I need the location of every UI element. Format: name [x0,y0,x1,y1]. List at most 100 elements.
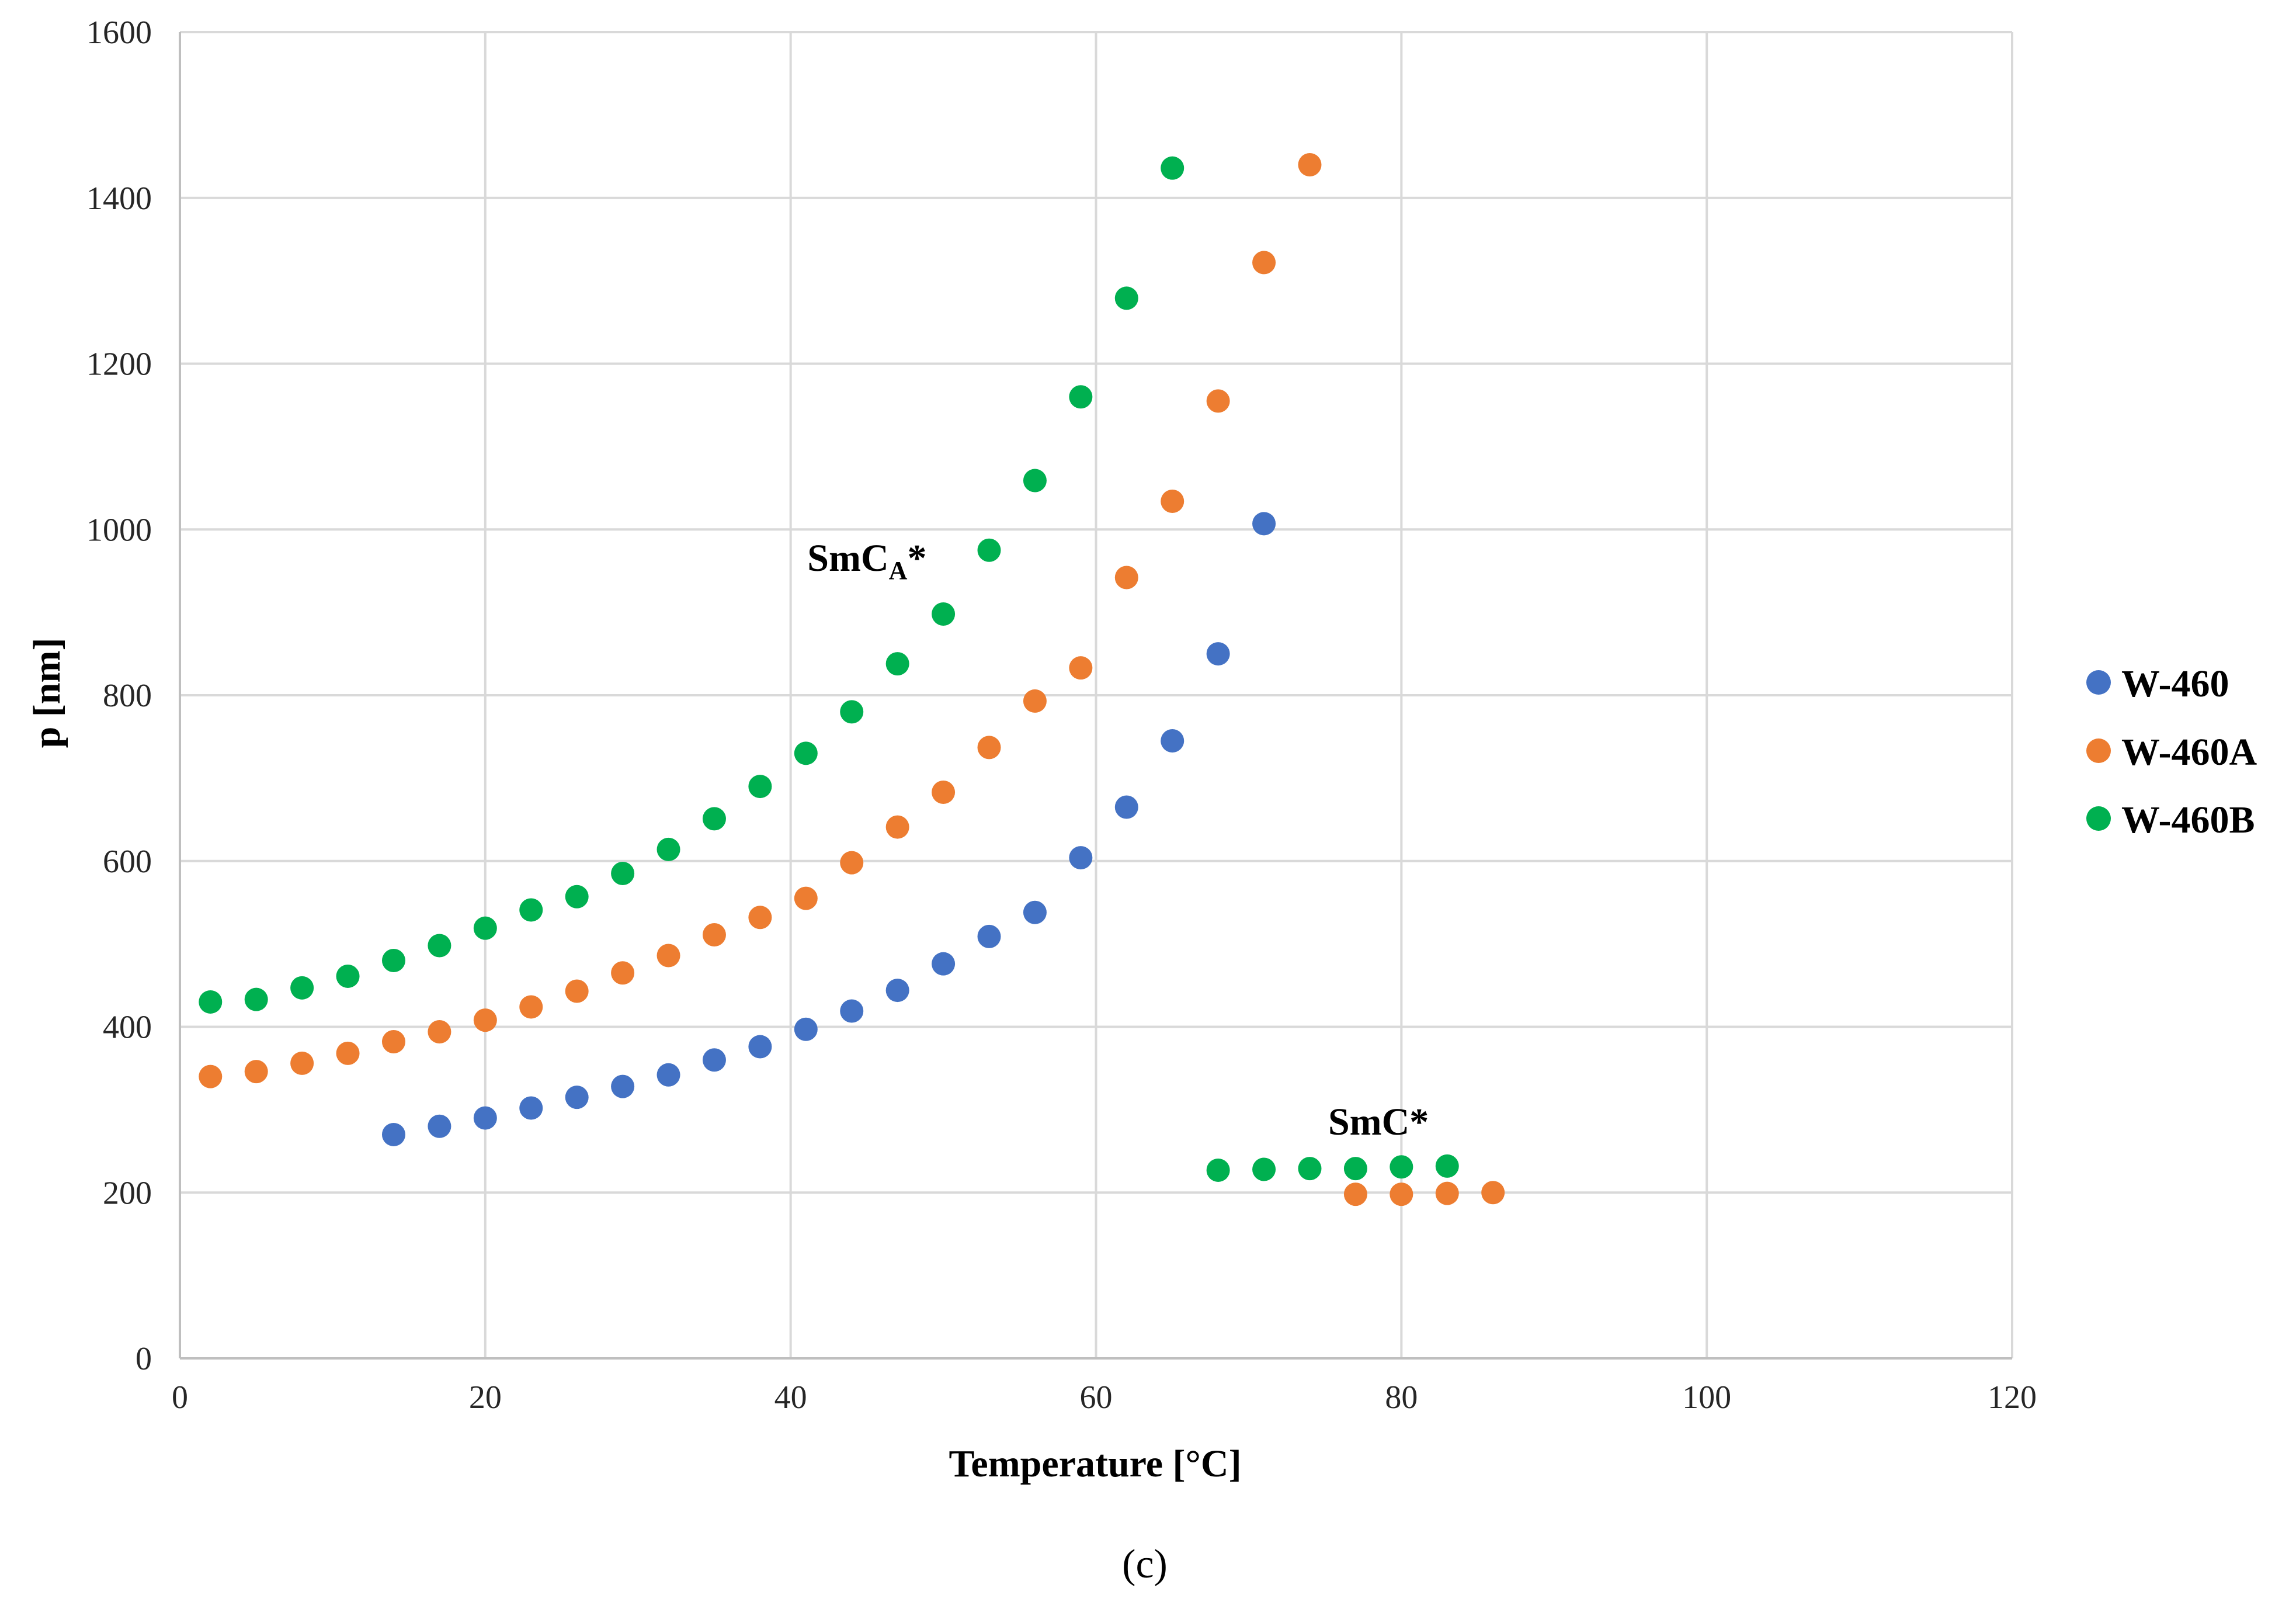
gridlines [180,31,2013,1358]
point-w-460b [290,976,314,1000]
point-w-460 [657,1063,680,1087]
annotation-smca-base: SmC [807,537,888,580]
point-w-460b [748,775,772,799]
point-w-460b [381,949,405,972]
y-axis-title: p [nm] [26,638,68,748]
point-w-460b [794,741,818,765]
point-w-460 [748,1035,772,1059]
point-w-460b [702,807,726,831]
point-w-460a [1161,490,1185,514]
annotation-smca-suffix: * [907,537,926,580]
x-tick-label: 100 [1682,1379,1731,1416]
point-w-460a [1206,389,1230,413]
point-w-460a [977,736,1001,760]
point-w-460a [885,815,909,839]
point-w-460 [977,924,1001,948]
point-w-460a [1023,689,1047,713]
point-w-460a [565,979,589,1003]
y-tick-label: 600 [103,844,152,880]
figure-caption: (c) [1122,1542,1168,1587]
data-points [199,153,1505,1206]
point-w-460b [840,700,864,724]
point-w-460b [1390,1155,1413,1179]
point-w-460a [1343,1183,1367,1206]
point-w-460a [290,1051,314,1075]
point-w-460b [1161,156,1185,180]
point-w-460b [1298,1157,1322,1181]
legend-label-w-460a: W-460A [2121,731,2257,774]
point-w-460b [336,964,360,988]
point-w-460b [244,987,268,1011]
point-w-460a [336,1041,360,1065]
point-w-460b [1114,286,1138,310]
point-w-460 [1023,900,1047,924]
x-tick-label: 40 [774,1379,807,1416]
point-w-460a [611,961,635,985]
point-w-460a [1069,656,1093,680]
point-w-460a [519,995,543,1019]
point-w-460 [885,979,909,1003]
point-w-460b [1206,1158,1230,1182]
point-w-460 [1114,795,1138,819]
point-w-460 [1161,729,1185,753]
point-w-460a [1114,566,1138,590]
y-tick-label: 1400 [86,181,152,217]
legend-label-w-460b: W-460B [2121,799,2255,841]
point-w-460a [702,923,726,947]
point-w-460 [428,1114,451,1138]
legend: W-460 W-460A W-460B [2086,663,2257,841]
point-w-460a [1390,1183,1413,1206]
point-w-460b [1435,1154,1459,1178]
legend-marker-w-460a [2086,738,2111,763]
point-w-460 [381,1122,405,1146]
point-w-460b [1069,385,1093,409]
x-tick-label: 80 [1385,1379,1418,1416]
point-w-460 [1252,512,1276,536]
point-w-460b [473,916,497,940]
point-w-460b [657,837,680,861]
point-w-460a [381,1030,405,1054]
point-w-460a [840,851,864,875]
point-w-460b [977,538,1001,562]
point-w-460a [428,1020,451,1044]
point-w-460a [1298,153,1322,176]
point-w-460a [473,1008,497,1032]
point-w-460a [1435,1181,1459,1205]
axes [179,32,2012,1360]
y-tick-label: 200 [103,1175,152,1211]
x-tick-label: 20 [469,1379,502,1416]
point-w-460 [794,1017,818,1041]
annotation-smc: SmC* [1328,1101,1429,1143]
point-w-460b [1252,1157,1276,1181]
point-w-460 [702,1048,726,1072]
annotation-smca-sub: A [889,556,908,585]
y-tick-label: 800 [103,678,152,714]
y-tick-label: 1200 [86,346,152,383]
x-tick-label: 120 [1988,1379,2037,1416]
point-w-460a [1252,251,1276,275]
y-tick-label: 400 [103,1010,152,1046]
legend-marker-w-460 [2086,670,2111,695]
y-tick-label: 1000 [86,512,152,548]
point-w-460 [565,1086,589,1109]
point-w-460b [932,602,956,626]
point-w-460a [794,886,818,910]
x-tick-label: 0 [172,1379,188,1416]
point-w-460b [1343,1157,1367,1181]
y-tick-label: 1600 [86,15,152,51]
x-axis-title: Temperature [°C] [949,1443,1241,1485]
point-w-460a [244,1060,268,1084]
point-w-460a [1481,1181,1505,1205]
point-w-460 [932,952,956,976]
legend-marker-w-460b [2086,806,2111,831]
y-tick-label: 0 [136,1341,152,1377]
point-w-460b [565,885,589,909]
point-w-460b [428,934,451,958]
point-w-460 [840,999,864,1023]
point-w-460b [611,862,635,886]
point-w-460b [199,990,223,1014]
annotation-smca: SmCA* [807,537,926,585]
point-w-460b [1023,469,1047,493]
